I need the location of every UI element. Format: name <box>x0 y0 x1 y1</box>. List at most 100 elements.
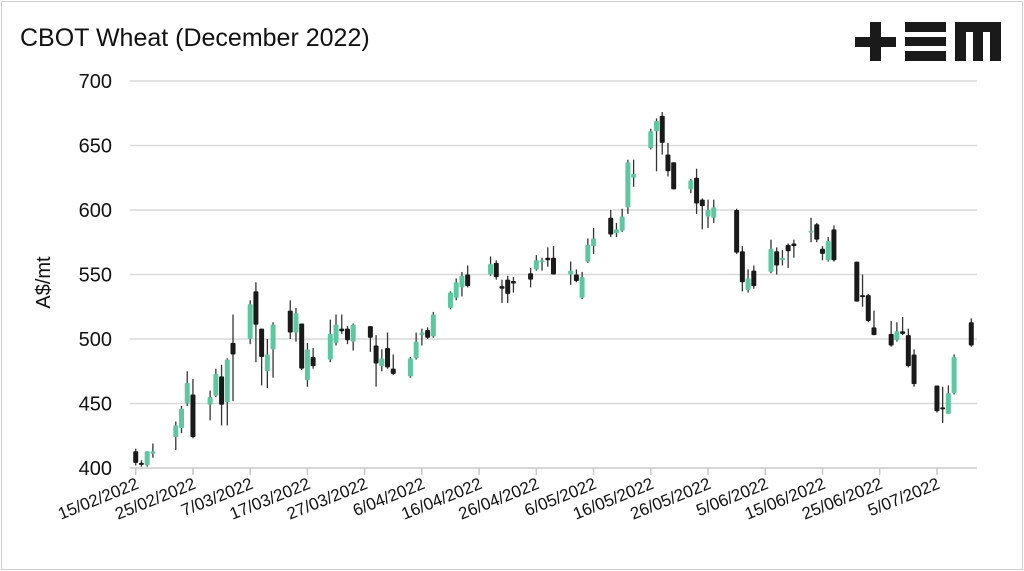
candle-body <box>230 342 236 355</box>
candle-body <box>133 451 139 463</box>
candle-body <box>654 120 660 132</box>
candle-body <box>951 357 957 394</box>
y-axis-label: A$/mt <box>33 256 55 309</box>
candle-body <box>831 229 837 261</box>
candle-body <box>299 323 305 369</box>
candle-body <box>425 329 431 338</box>
candle-body <box>505 279 511 294</box>
candle-body <box>150 451 156 454</box>
candle-body <box>138 462 144 465</box>
candle-body <box>860 295 866 298</box>
candle-body <box>213 373 219 396</box>
candle-body <box>613 229 619 234</box>
candle-body <box>911 354 917 385</box>
candle-body <box>785 244 791 252</box>
candle-body <box>499 286 505 289</box>
candle-body <box>968 322 974 346</box>
candle-body <box>579 277 585 298</box>
candle-body <box>430 314 436 337</box>
candle-body <box>184 382 190 404</box>
candle-body <box>539 260 545 263</box>
candle-body <box>327 333 333 360</box>
candle-body <box>407 358 413 377</box>
candle-body <box>871 327 877 336</box>
y-tick-label: 650 <box>79 136 112 158</box>
y-tick-label: 700 <box>79 71 112 93</box>
candle-body <box>551 257 556 275</box>
candle-body <box>247 304 253 339</box>
candle-body <box>774 251 780 266</box>
candle-body <box>493 262 499 278</box>
candle-body <box>779 257 785 261</box>
candle-body <box>528 273 534 280</box>
candle-body <box>659 115 665 143</box>
candle-body <box>310 357 316 367</box>
candle-body <box>533 260 539 270</box>
candle-body <box>865 295 871 321</box>
candle-body <box>510 280 516 284</box>
candle-body <box>591 238 597 247</box>
candle-body <box>711 207 717 218</box>
candle-body <box>350 324 356 342</box>
candle-body <box>219 376 225 405</box>
candle-body <box>688 180 694 190</box>
candle-body <box>705 210 711 217</box>
candle-body <box>224 359 230 403</box>
candle-body <box>573 274 579 281</box>
candle-body <box>791 243 797 247</box>
candle-body <box>419 332 425 336</box>
candle-body <box>385 348 391 368</box>
candle-body <box>447 292 453 309</box>
candle-body <box>413 341 419 359</box>
candle-body <box>945 393 951 414</box>
candle-body <box>367 326 373 338</box>
candle-body <box>373 345 379 364</box>
y-tick-label: 550 <box>79 265 112 287</box>
candle-body <box>694 177 700 204</box>
candle-body <box>699 199 705 207</box>
candle-body <box>900 331 906 334</box>
candle-body <box>259 328 265 358</box>
candle-body <box>545 257 551 261</box>
chart-title: CBOT Wheat (December 2022) <box>20 24 370 52</box>
candle-body <box>488 264 494 275</box>
candle-body <box>940 407 946 410</box>
candle-body <box>819 248 825 254</box>
candle-body <box>568 270 574 275</box>
candle-body <box>608 217 614 235</box>
candle-body <box>814 224 820 240</box>
candle-body <box>619 216 625 231</box>
candle-body <box>745 278 751 290</box>
candle-body <box>631 173 637 178</box>
y-tick-label: 400 <box>79 458 112 480</box>
candle-body <box>768 248 774 272</box>
candle-body <box>190 394 196 438</box>
candle-body <box>333 324 339 343</box>
candle-body <box>253 291 259 325</box>
candle-body <box>179 408 185 429</box>
candle-body <box>739 251 745 283</box>
candle-body <box>825 240 831 261</box>
candle-body <box>344 328 350 341</box>
candle-body <box>934 385 940 412</box>
candle-body <box>264 354 270 372</box>
candle-body <box>734 210 740 253</box>
candle-body <box>894 331 900 341</box>
candle-body <box>459 275 465 288</box>
candle-body <box>390 368 396 374</box>
candle-body <box>648 131 654 149</box>
y-tick-label: 600 <box>79 200 112 222</box>
candle-body <box>304 349 310 381</box>
candle-body <box>465 274 471 287</box>
candle-body <box>173 425 179 438</box>
candle-body <box>270 324 276 350</box>
candle-body <box>625 162 631 208</box>
candle-body <box>379 358 385 367</box>
y-tick-label: 450 <box>79 394 112 416</box>
candle-body <box>293 313 299 333</box>
candle-body <box>287 310 293 333</box>
candle-body <box>808 230 814 233</box>
candle-body <box>144 451 150 466</box>
